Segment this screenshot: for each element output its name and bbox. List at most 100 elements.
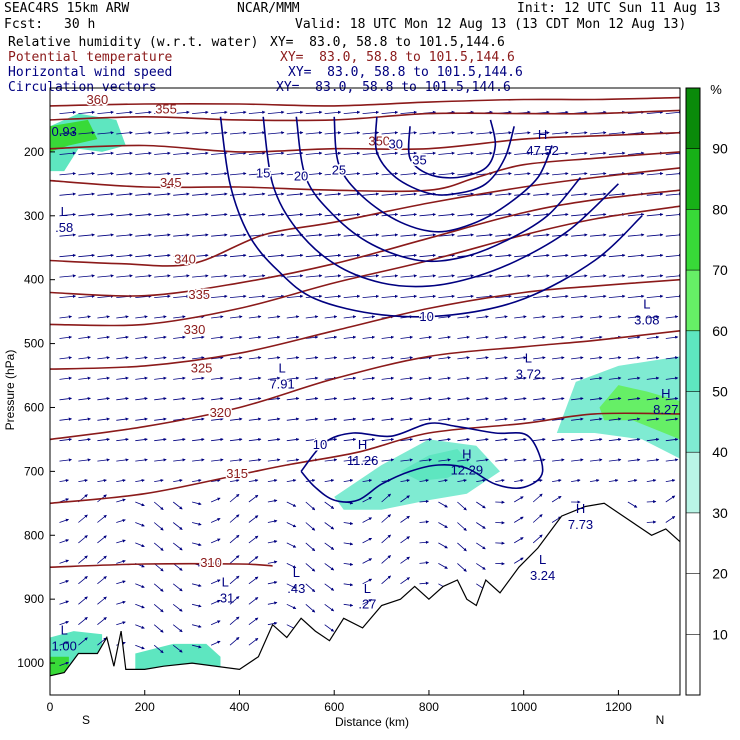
terrain-fill: [50, 503, 680, 695]
circulation-vector-752: [627, 335, 641, 339]
circulation-vector-525: [438, 151, 455, 155]
circulation-vector-151: [154, 417, 167, 421]
circulation-vector-145: [154, 294, 171, 298]
theta-label-335: 335: [188, 287, 210, 302]
circulation-vector-68: [97, 376, 110, 380]
circulation-vector-161: [153, 624, 164, 633]
circulation-vector-357: [305, 253, 323, 258]
circulation-vector-438: [362, 356, 376, 360]
circulation-vector-620: [514, 172, 531, 176]
circulation-vector-635: [514, 478, 524, 483]
circulation-vector-259: [229, 417, 243, 421]
circulation-vector-516: [419, 458, 433, 462]
circulation-vector-317: [267, 499, 278, 503]
circulation-vector-378: [324, 172, 342, 176]
circulation-vector-297: [248, 637, 259, 646]
circulation-vector-337: [286, 376, 300, 380]
circulation-vector-776: [646, 417, 660, 421]
circulation-vector-608: [495, 397, 508, 401]
circulation-vector-628: [514, 335, 527, 339]
circulation-vector-457: [381, 233, 399, 237]
circulation-vector-654: [533, 397, 546, 401]
circulation-vector-160: [153, 603, 164, 613]
circulation-vector-528: [438, 212, 455, 217]
circulation-vector-465: [381, 397, 395, 401]
circulation-vector-118: [135, 294, 152, 298]
circulation-vector-514: [419, 417, 433, 421]
circulation-vector-213: [192, 583, 202, 587]
circulation-vector-107: [116, 621, 126, 626]
circulation-vector-117: [135, 274, 152, 278]
circulation-vector-146: [154, 315, 167, 319]
circulation-vector-225: [211, 274, 228, 278]
circulation-vector-405: [343, 192, 361, 196]
circulation-vector-177: [173, 397, 186, 401]
circulation-vector-49: [78, 535, 88, 544]
circulation-vector-386: [324, 335, 338, 339]
wind-label-10-0: 10: [419, 309, 433, 324]
circulation-vector-428: [362, 151, 380, 155]
circulation-vector-723: [608, 131, 626, 135]
circulation-vector-799: [665, 458, 679, 462]
extremum-label-6: 3.72: [516, 367, 541, 382]
circulation-vector-237: [210, 518, 221, 523]
circulation-vector-565: [457, 478, 467, 483]
circulation-vector-139: [154, 172, 171, 176]
circulation-vector-798: [665, 437, 679, 442]
circulation-vector-244: [229, 110, 247, 114]
colorbar-segment-7: [686, 209, 700, 271]
extremum-label-24: .43: [287, 581, 305, 596]
y-tick-label-200: 200: [24, 145, 44, 159]
circulation-vector-534: [438, 335, 451, 339]
circulation-vector-327: [286, 172, 304, 176]
circulation-vector-361: [305, 335, 319, 339]
circulation-vector-153: [154, 458, 167, 462]
circulation-vector-637: [513, 516, 524, 523]
circulation-vector-351: [305, 131, 323, 135]
circulation-vector-340: [286, 437, 300, 442]
circulation-vector-188: [172, 624, 183, 633]
circulation-vector-112: [135, 172, 152, 176]
extremum-label-11: H: [358, 437, 367, 452]
circulation-vector-415: [343, 397, 357, 401]
circulation-vector-705: [589, 151, 607, 155]
circulation-vector-481: [400, 233, 418, 237]
circulation-vector-479: [400, 192, 418, 196]
circulation-vector-416: [343, 417, 357, 421]
circulation-vector-210: [192, 522, 202, 526]
circulation-vector-35: [78, 253, 95, 258]
circulation-vector-189: [172, 644, 183, 653]
circulation-vector-694: [571, 335, 584, 339]
circulation-vector-566: [457, 501, 467, 511]
wind-contour-35-5: [407, 119, 497, 179]
circulation-vector-173: [173, 315, 186, 319]
circulation-vector-399: [324, 603, 335, 612]
circulation-vector-223: [211, 233, 228, 237]
circulation-vector-597: [495, 172, 512, 176]
circulation-vector-55: [97, 110, 114, 114]
circulation-vector-734: [608, 356, 622, 360]
circulation-vector-41: [78, 376, 91, 380]
circulation-vector-574: [476, 192, 493, 196]
circulation-vector-292: [248, 535, 259, 544]
circulation-vector-180: [173, 458, 186, 462]
wind-label-35-5: 35: [412, 153, 426, 168]
field-xy-wind: XY= 83.0, 58.8 to 101.5,144.6: [288, 65, 523, 80]
circulation-vector-238: [210, 538, 221, 544]
circulation-vector-636: [513, 496, 524, 503]
circulation-vector-156: [153, 522, 164, 531]
circulation-vector-732: [608, 315, 622, 319]
circulation-vector-476: [400, 131, 418, 135]
model-title: SEAC4RS 15km ARW: [4, 1, 130, 16]
circulation-vector-208: [192, 478, 202, 483]
field-xy-rh: XY= 83.0, 58.8 to 101.5,144.6: [270, 35, 505, 50]
circulation-vector-542: [438, 501, 448, 508]
colorbar-tick-label-80: 80: [712, 201, 728, 217]
circulation-vector-518: [419, 499, 430, 504]
circulation-vector-413: [343, 356, 357, 360]
circulation-vector-517: [419, 478, 430, 483]
colorbar-segment-2: [686, 512, 700, 574]
circulation-vector-667: [552, 212, 569, 217]
circulation-vector-129: [135, 522, 145, 527]
extremum-label-7: L: [643, 296, 650, 311]
